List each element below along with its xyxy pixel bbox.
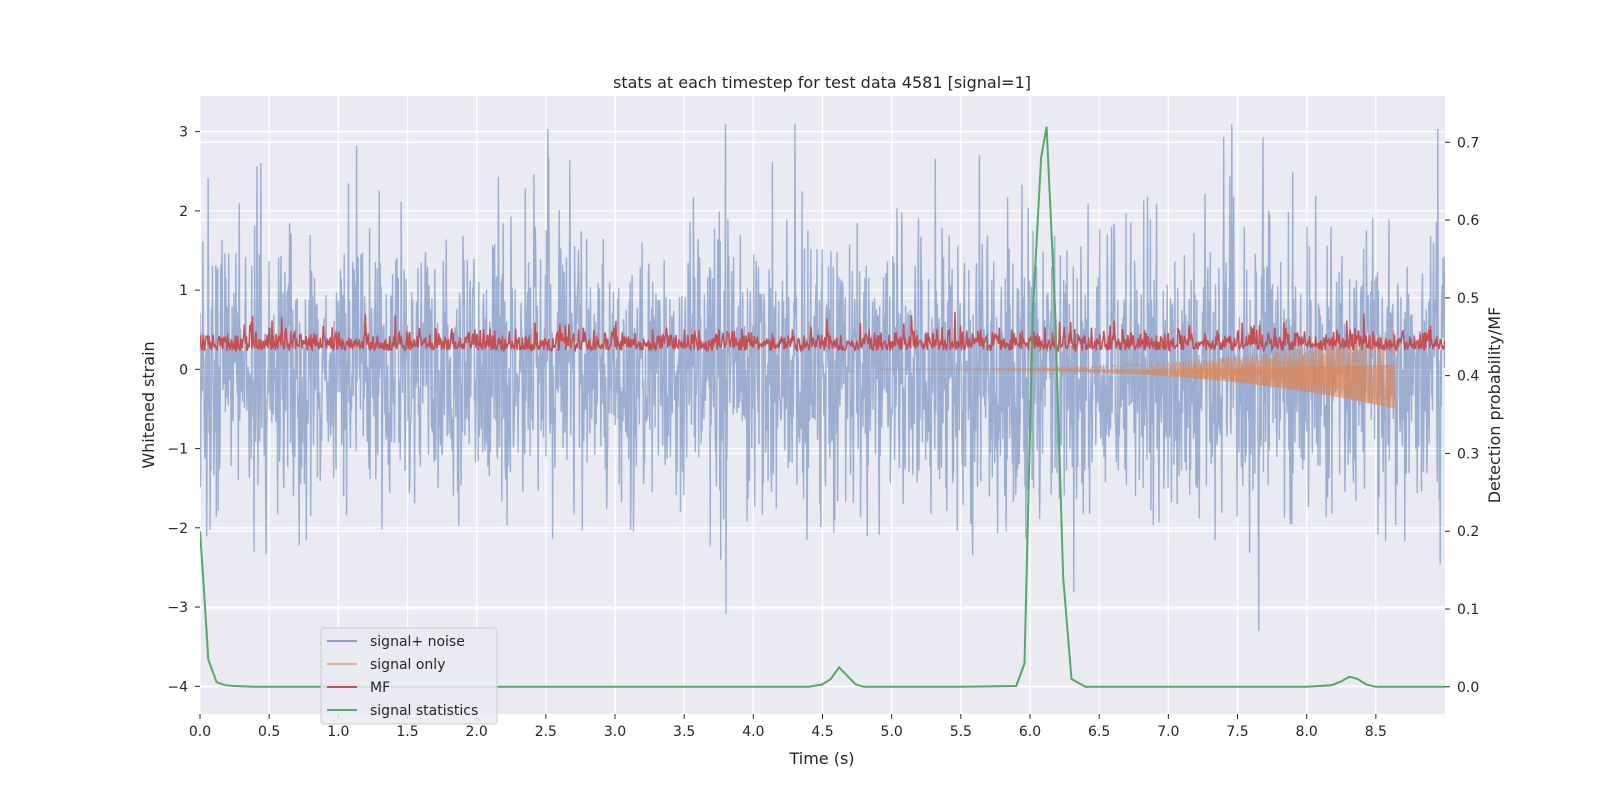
x-tick-label: 5.0	[881, 724, 903, 740]
x-tick-label: 8.0	[1296, 724, 1318, 740]
y-right-tick-label: 0.5	[1457, 291, 1479, 307]
legend-label: MF	[370, 680, 390, 696]
legend-item-signal-statistics: signal statistics	[327, 703, 478, 719]
y-right-tick-label: 0.7	[1457, 135, 1479, 151]
y-left-tick-label: 1	[179, 283, 188, 299]
x-axis-ticks: 0.0 0.5 1.0 1.5 2.0 2.5 3.0 3.5 4.0 4.5 5.0 5.5 6.0 6…	[189, 714, 1387, 740]
x-tick-label: 0.5	[258, 724, 280, 740]
y-left-tick-label: 0	[179, 362, 188, 378]
y-left-axis-ticks: −4 −3 −2 −1 0 1 2 3	[167, 125, 200, 695]
y-right-tick-label: 0.6	[1457, 213, 1479, 229]
legend-box	[320, 627, 498, 725]
legend-label: signal+ noise	[370, 634, 465, 650]
y-right-axis-ticks: 0.0 0.1 0.2 0.3 0.4 0.5 0.6 0.7	[1445, 135, 1479, 696]
y-left-tick-label: 3	[179, 125, 188, 141]
x-tick-label: 6.0	[1019, 724, 1041, 740]
x-tick-label: 7.0	[1157, 724, 1179, 740]
x-tick-label: 4.0	[742, 724, 764, 740]
plot-content	[200, 123, 1445, 688]
x-tick-label: 1.0	[327, 724, 349, 740]
legend: signal+ noise signal only MF signal stat…	[320, 627, 498, 725]
y-right-tick-label: 0.1	[1457, 602, 1479, 618]
series-mf	[200, 311, 1445, 354]
x-tick-label: 5.5	[950, 724, 972, 740]
legend-item-signal-only: signal only	[327, 657, 445, 673]
x-tick-label: 3.0	[604, 724, 626, 740]
x-tick-label: 7.5	[1226, 724, 1248, 740]
y-left-tick-label: −3	[167, 600, 188, 616]
x-tick-label: 2.0	[466, 724, 488, 740]
legend-label: signal statistics	[370, 703, 478, 719]
y-left-tick-label: −4	[167, 679, 188, 695]
y-right-axis-label: Detection probability/MF	[1485, 307, 1504, 504]
x-tick-label: 2.5	[535, 724, 557, 740]
legend-label: signal only	[370, 657, 445, 673]
series-signal-statistics	[200, 126, 1445, 688]
y-right-tick-label: 0.0	[1457, 680, 1479, 696]
x-axis-label: Time (s)	[788, 749, 854, 768]
y-left-tick-label: −1	[167, 442, 188, 458]
y-right-tick-label: 0.3	[1457, 446, 1479, 462]
x-tick-label: 3.5	[673, 724, 695, 740]
chart-title: stats at each timestep for test data 458…	[613, 73, 1031, 92]
x-tick-label: 0.0	[189, 724, 211, 740]
x-tick-label: 4.5	[811, 724, 833, 740]
x-tick-label: 8.5	[1365, 724, 1387, 740]
x-tick-label: 6.5	[1088, 724, 1110, 740]
y-left-tick-label: 2	[179, 204, 188, 220]
legend-item-signal-noise: signal+ noise	[327, 634, 465, 650]
legend-item-mf: MF	[327, 680, 390, 696]
series-signal-only	[877, 329, 1396, 408]
y-right-tick-label: 0.4	[1457, 369, 1479, 385]
y-left-axis-label: Whitened strain	[139, 341, 158, 468]
y-left-tick-label: −2	[167, 521, 188, 537]
x-tick-label: 1.5	[396, 724, 418, 740]
y-right-tick-label: 0.2	[1457, 524, 1479, 540]
